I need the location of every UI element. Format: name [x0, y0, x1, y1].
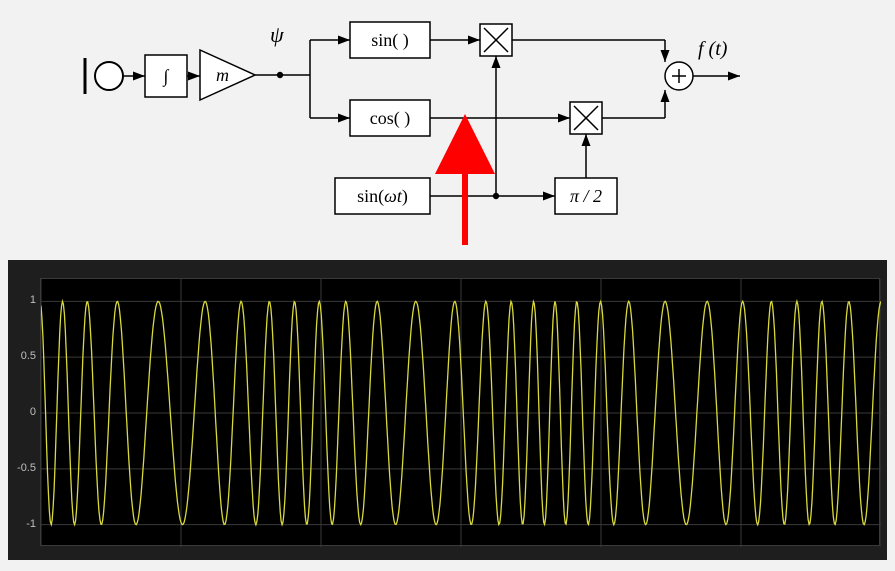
svg-text:π / 2: π / 2 [570, 186, 602, 206]
svg-text:m: m [216, 65, 229, 85]
scope-svg [41, 279, 881, 547]
scope-ytick: 0 [8, 406, 36, 418]
scope-panel: -1 -0.5 0 0.5 1 [8, 260, 887, 560]
scope-ytick: 0.5 [8, 350, 36, 362]
output-label: f (t) [698, 38, 727, 61]
scope-ytick: 1 [8, 294, 36, 306]
psi-label: ψ [270, 22, 284, 48]
scope-ytick: -1 [8, 518, 36, 530]
block-diagram: ∫msin( )cos( )sin(ωt)π / 2 ψ f (t) [0, 0, 895, 260]
svg-text:sin( ): sin( ) [371, 30, 409, 51]
scope-plot [40, 278, 880, 546]
svg-text:cos( ): cos( ) [370, 108, 410, 129]
scope-ytick: -0.5 [8, 462, 36, 474]
svg-text:sin(ωt): sin(ωt) [357, 186, 408, 207]
diagram-svg: ∫msin( )cos( )sin(ωt)π / 2 [0, 0, 895, 260]
output-text: f (t) [698, 38, 727, 60]
